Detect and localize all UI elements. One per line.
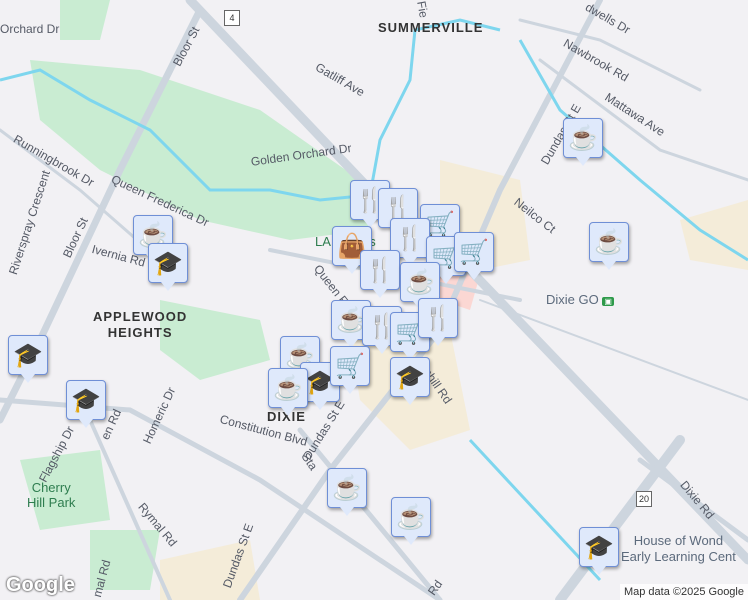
google-logo: Google <box>6 574 75 596</box>
map-marker-coffee[interactable]: ☕ <box>400 262 440 310</box>
map-marker-coffee[interactable]: ☕ <box>268 368 308 416</box>
label-dixie-go: Dixie GO ▣ <box>546 292 614 307</box>
coffee-icon: ☕ <box>336 306 366 334</box>
coffee-icon: ☕ <box>332 474 362 502</box>
label-summerville: SUMMERVILLE <box>378 20 484 35</box>
coffee-icon: ☕ <box>396 503 426 531</box>
label-fie: Fie <box>414 0 431 19</box>
cart-icon: 🛒 <box>459 238 489 266</box>
map-marker-school[interactable]: 🎓 <box>390 357 430 405</box>
school-icon: 🎓 <box>153 249 183 277</box>
label-applewood-heights: APPLEWOOD HEIGHTS <box>93 309 188 340</box>
map-marker-school[interactable]: 🎓 <box>66 380 106 428</box>
school-icon: 🎓 <box>395 363 425 391</box>
coffee-icon: ☕ <box>405 268 435 296</box>
school-icon: 🎓 <box>305 368 335 396</box>
restaurant-icon: 🍴 <box>365 256 395 284</box>
attribution[interactable]: Map data ©2025 Google <box>619 584 748 600</box>
train-icon: ▣ <box>602 297 614 306</box>
map-marker-cart[interactable]: 🛒 <box>454 232 494 280</box>
label-house-of-wonder: House of Wond Early Learning Cent <box>621 533 736 564</box>
school-icon: 🎓 <box>13 341 43 369</box>
route-shield-4: 4 <box>224 10 240 26</box>
restaurant-icon: 🍴 <box>423 304 453 332</box>
map-marker-coffee[interactable]: ☕ <box>589 222 629 270</box>
coffee-icon: ☕ <box>568 124 598 152</box>
school-icon: 🎓 <box>584 533 614 561</box>
map-marker-school[interactable]: 🎓 <box>579 527 619 575</box>
restaurant-icon: 🍴 <box>383 194 413 222</box>
cart-icon: 🛒 <box>425 210 455 238</box>
map-marker-coffee[interactable]: ☕ <box>391 497 431 545</box>
map-marker-restaurant[interactable]: 🍴 <box>360 250 400 298</box>
label-orchard-dr: Orchard Dr <box>0 22 60 36</box>
route-shield-20: 20 <box>636 491 652 507</box>
map-marker-school[interactable]: 🎓 <box>8 335 48 383</box>
coffee-icon: ☕ <box>594 228 624 256</box>
label-dixie: DIXIE <box>267 409 306 424</box>
map-marker-cart[interactable]: 🛒 <box>330 346 370 394</box>
restaurant-icon: 🍴 <box>395 224 425 252</box>
coffee-icon: ☕ <box>273 374 303 402</box>
cart-icon: 🛒 <box>335 352 365 380</box>
label-cherry-hill-park: Cherry Hill Park <box>27 480 76 510</box>
map-marker-coffee[interactable]: ☕ <box>327 468 367 516</box>
map-marker-school[interactable]: 🎓 <box>148 243 188 291</box>
school-icon: 🎓 <box>71 386 101 414</box>
dixie-go-text: Dixie GO <box>546 292 599 307</box>
map-marker-coffee[interactable]: ☕ <box>563 118 603 166</box>
map-marker-restaurant[interactable]: 🍴 <box>418 298 458 346</box>
